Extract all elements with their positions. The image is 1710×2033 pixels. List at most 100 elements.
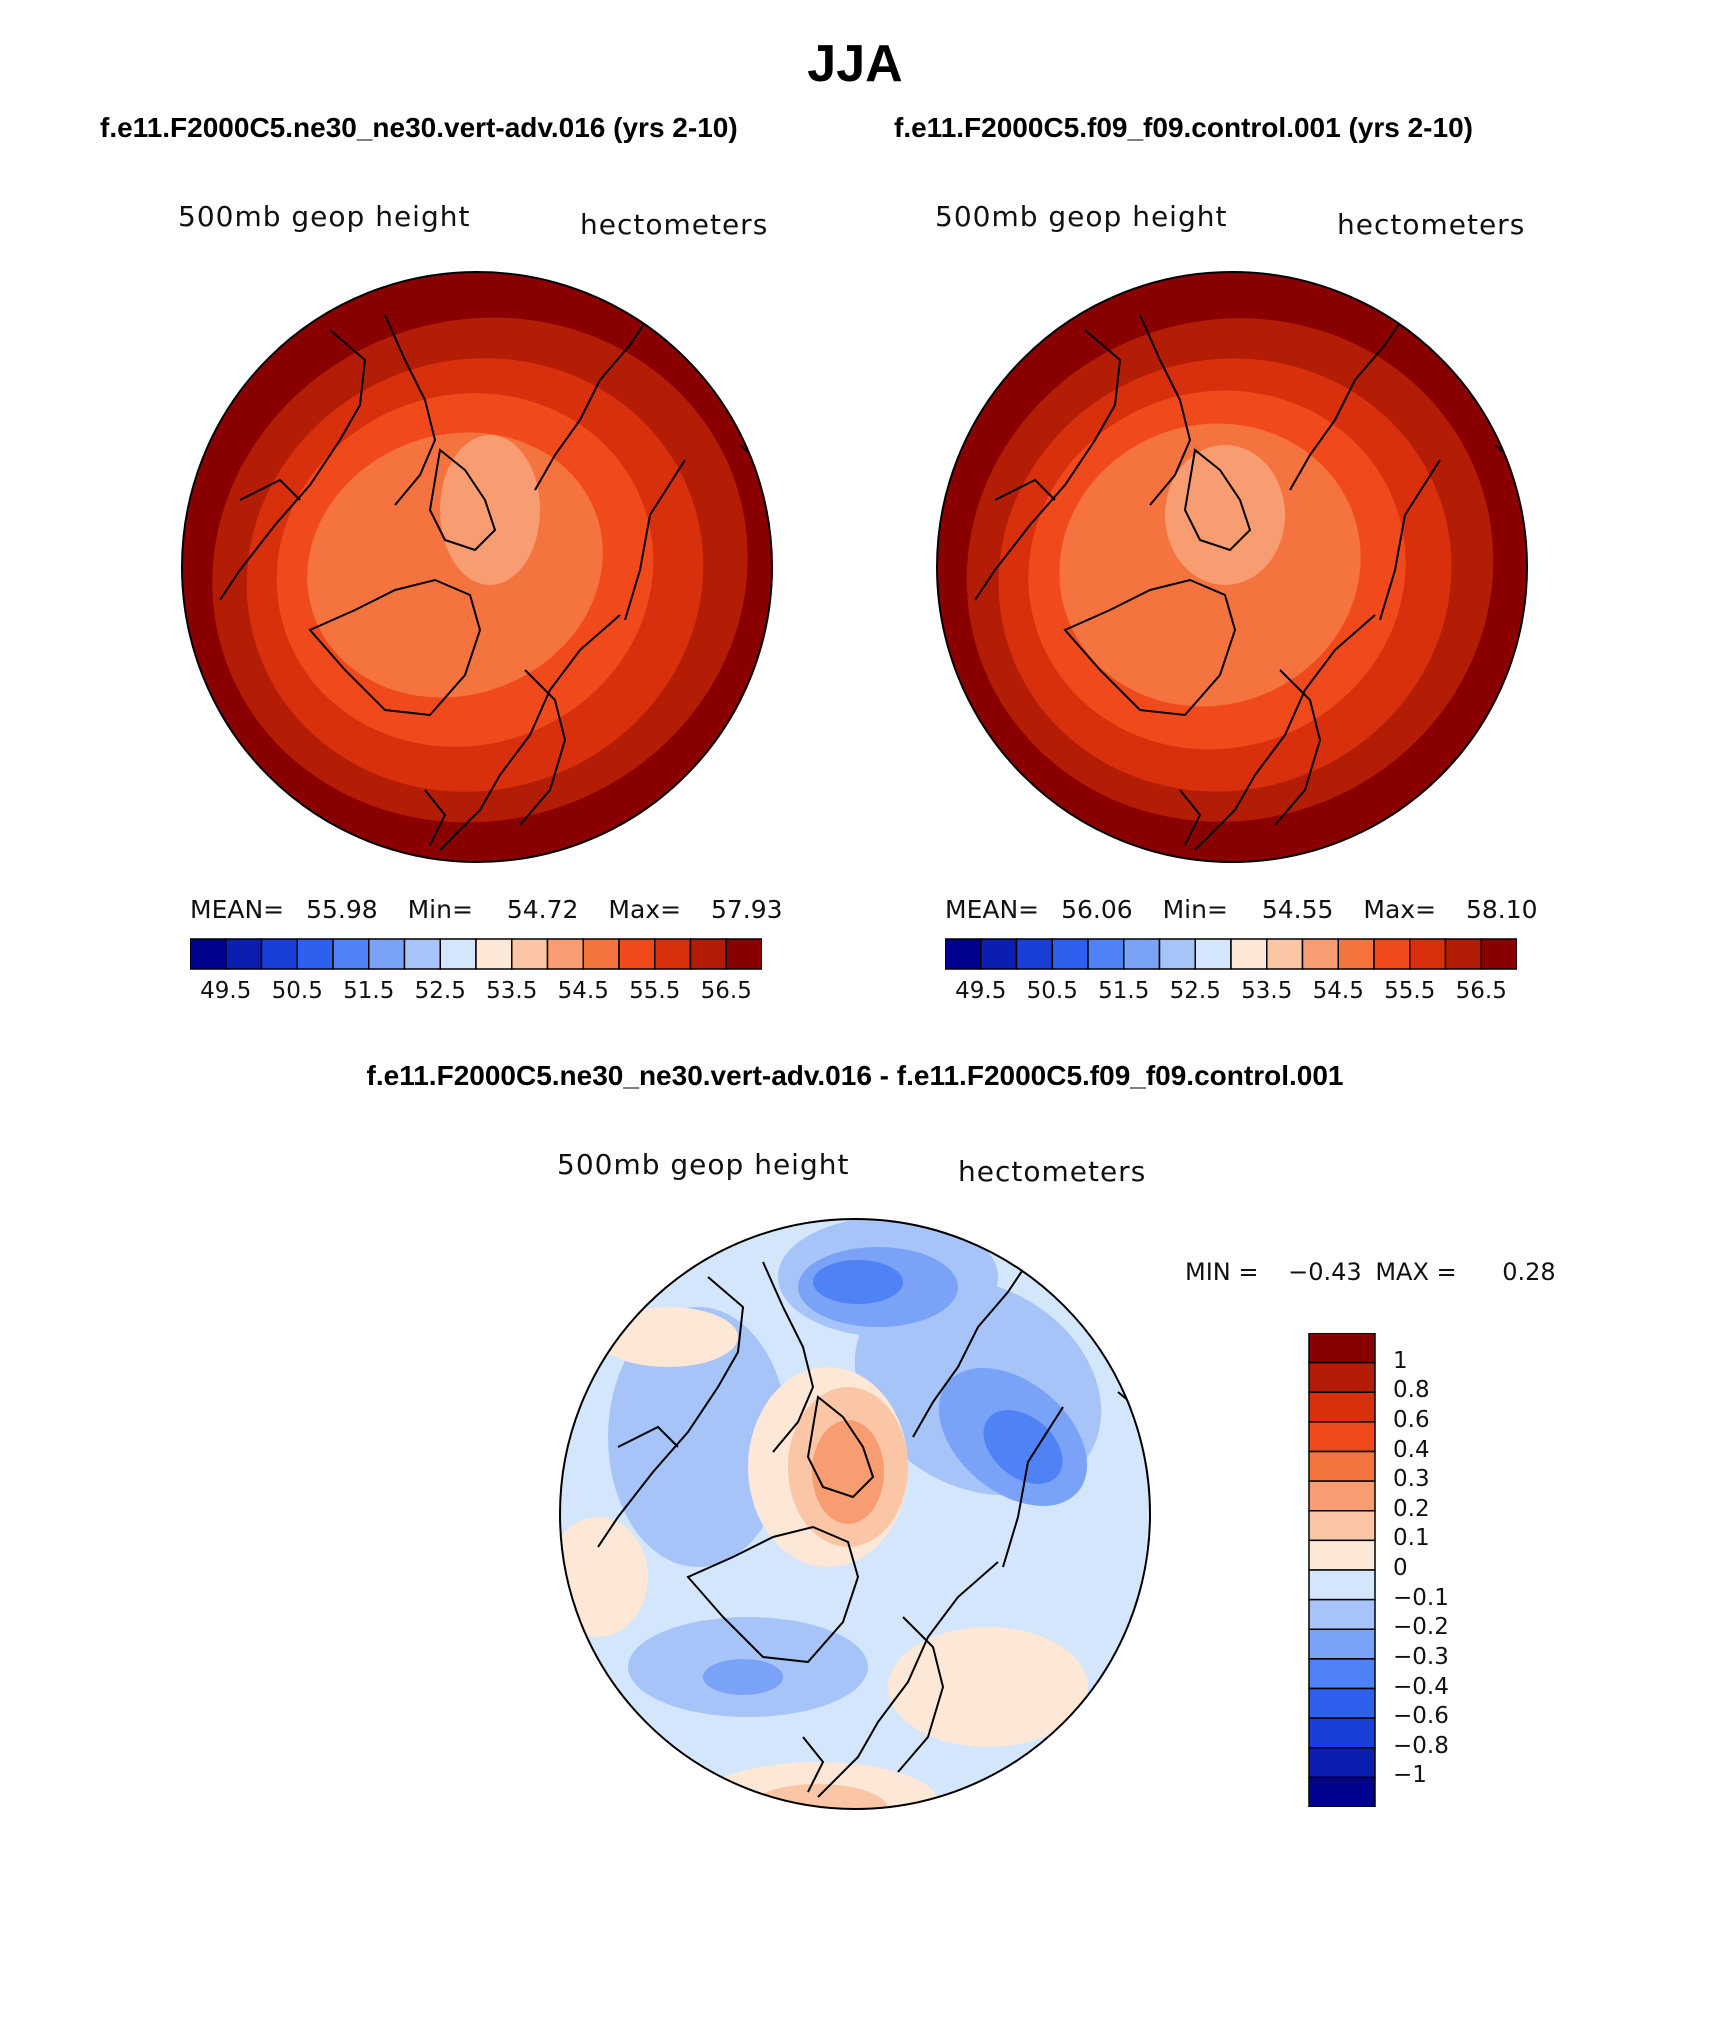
colorbar-tick-label: −0.1: [1393, 1584, 1449, 1611]
colorbar-swatch: [1158, 938, 1196, 970]
colorbar-tick-label: −0.4: [1393, 1673, 1449, 1700]
colorbar-swatch: [1308, 1510, 1376, 1542]
colorbar-swatch: [1337, 938, 1375, 970]
colorbar-swatch: [980, 938, 1018, 970]
colorbar-swatch: [689, 938, 727, 970]
colorbar-swatch: [1308, 1361, 1376, 1393]
colorbar-swatch: [1308, 1747, 1376, 1779]
colorbar-swatch: [1123, 938, 1161, 970]
panel-1-polar-map: [181, 271, 773, 863]
colorbar-swatch: [1308, 1776, 1376, 1807]
colorbar-tick-label: 54.5: [1312, 978, 1364, 1004]
colorbar-swatch: [1308, 1598, 1376, 1630]
colorbar-tick-label: 50.5: [1026, 978, 1078, 1004]
panel-2-mean-value: 56.06: [1061, 895, 1133, 924]
colorbar-tick-label: 1: [1393, 1347, 1408, 1374]
colorbar-tick-label: 0.2: [1393, 1495, 1430, 1522]
colorbar-tick-label: 55.5: [629, 978, 681, 1004]
colorbar-swatch: [1308, 1480, 1376, 1512]
colorbar-tick-label: 0.1: [1393, 1525, 1430, 1552]
panel-2-mean-label: MEAN=: [945, 895, 1040, 924]
colorbar-swatch: [1373, 938, 1411, 970]
colorbar-swatch: [1308, 1569, 1376, 1601]
colorbar-swatch: [332, 938, 370, 970]
colorbar-tick-label: 49.5: [200, 978, 252, 1004]
colorbar-swatch: [546, 938, 584, 970]
colorbar-swatch: [190, 938, 227, 970]
colorbar-swatch: [511, 938, 549, 970]
colorbar-tick-label: 55.5: [1384, 978, 1436, 1004]
colorbar-swatch: [1051, 938, 1089, 970]
diff-max-value: 0.28: [1502, 1258, 1556, 1286]
colorbar-tick-label: −0.6: [1393, 1703, 1449, 1730]
colorbar-tick-label: 0: [1393, 1555, 1408, 1581]
panel-2-max-label: Max=: [1363, 895, 1437, 924]
colorbar-swatch: [260, 938, 298, 970]
colorbar-swatch: [296, 938, 334, 970]
colorbar-tick-label: 52.5: [1169, 978, 1221, 1004]
diff-title: f.e11.F2000C5.ne30_ne30.vert-adv.016 - f…: [366, 1060, 1344, 1091]
colorbar-tick-label: −0.2: [1393, 1614, 1449, 1641]
colorbar-tick-label: 54.5: [557, 978, 609, 1004]
panel-2-min-label: Min=: [1162, 895, 1228, 924]
colorbar-tick-label: 50.5: [271, 978, 323, 1004]
panel-1-mean-value: 55.98: [306, 895, 378, 924]
panel-1-colorbar-ticks: 49.5 50.5 51.5 52.5 53.5 54.5 55.5 56.5: [190, 978, 762, 1008]
diff-min-label: MIN =: [1185, 1258, 1259, 1286]
diff-variable-label: 500mb geop height: [557, 1148, 850, 1181]
colorbar-tick-label: −0.3: [1393, 1643, 1449, 1670]
colorbar-swatch: [1308, 1333, 1376, 1364]
panel-1-max-label: Max=: [608, 895, 682, 924]
colorbar-tick-label: −1: [1393, 1762, 1427, 1789]
panel-1-min-value: 54.72: [506, 895, 579, 924]
colorbar-swatch: [1301, 938, 1339, 970]
colorbar-swatch: [475, 938, 513, 970]
panel-1-mean-label: MEAN=: [190, 895, 285, 924]
panel-1-case-title: f.e11.F2000C5.ne30_ne30.vert-adv.016 (yr…: [100, 112, 738, 143]
diff-colorbar: [1308, 1333, 1376, 1807]
colorbar-swatch: [439, 938, 477, 970]
colorbar-tick-label: 52.5: [414, 978, 466, 1004]
colorbar-tick-label: 0.8: [1393, 1377, 1430, 1404]
colorbar-swatch: [1308, 1539, 1376, 1571]
colorbar-tick-label: 56.5: [1455, 978, 1507, 1004]
colorbar-swatch: [1015, 938, 1053, 970]
colorbar-tick-label: 53.5: [1241, 978, 1293, 1004]
colorbar-swatch: [368, 938, 406, 970]
colorbar-swatch: [1308, 1658, 1376, 1690]
colorbar-swatch: [1194, 938, 1232, 970]
panel-1-stats: MEAN= 55.98 Min= 54.72 Max= 57.93: [190, 895, 783, 924]
panel-2-units-label: hectometers: [1337, 208, 1526, 241]
diff-stats: MIN = −0.43 MAX = 0.28: [1185, 1258, 1556, 1286]
colorbar-swatch: [1308, 1421, 1376, 1453]
colorbar-swatch: [1409, 938, 1447, 970]
colorbar-swatch: [1266, 938, 1304, 970]
colorbar-tick-label: −0.8: [1393, 1732, 1449, 1759]
panel-2-colorbar-ticks: 49.5 50.5 51.5 52.5 53.5 54.5 55.5 56.5: [945, 978, 1517, 1008]
colorbar-swatch: [403, 938, 441, 970]
colorbar-swatch: [618, 938, 656, 970]
page-title: JJA: [807, 35, 903, 93]
panel-2-max-value: 58.10: [1466, 895, 1538, 924]
colorbar-swatch: [1230, 938, 1268, 970]
colorbar-swatch: [225, 938, 263, 970]
colorbar-swatch: [1308, 1391, 1376, 1423]
colorbar-swatch: [1308, 1717, 1376, 1749]
colorbar-swatch: [725, 938, 762, 970]
panel-2-min-value: 54.55: [1261, 895, 1334, 924]
panel-1-units-label: hectometers: [580, 208, 769, 241]
panel-1-variable-label: 500mb geop height: [178, 200, 471, 233]
colorbar-swatch: [582, 938, 620, 970]
colorbar-tick-label: 0.4: [1393, 1436, 1430, 1463]
panel-2-stats: MEAN= 56.06 Min= 54.55 Max= 58.10: [945, 895, 1538, 924]
panel-1-min-label: Min=: [407, 895, 473, 924]
diff-colorbar-ticks: 1 0.8 0.6 0.4 0.3 0.2 0.1 0 −0.1 −0.2 −0.3 −0.4 −0.6…: [1393, 1333, 1493, 1807]
colorbar-swatch: [1444, 938, 1482, 970]
panel-2-polar-map: [936, 271, 1528, 863]
diff-units-label: hectometers: [958, 1155, 1147, 1188]
panel-2-colorbar: [945, 938, 1517, 970]
colorbar-tick-label: 0.3: [1393, 1466, 1430, 1493]
colorbar-tick-label: 0.6: [1393, 1406, 1430, 1433]
colorbar-swatch: [1308, 1628, 1376, 1660]
panel-1-colorbar: [190, 938, 762, 970]
